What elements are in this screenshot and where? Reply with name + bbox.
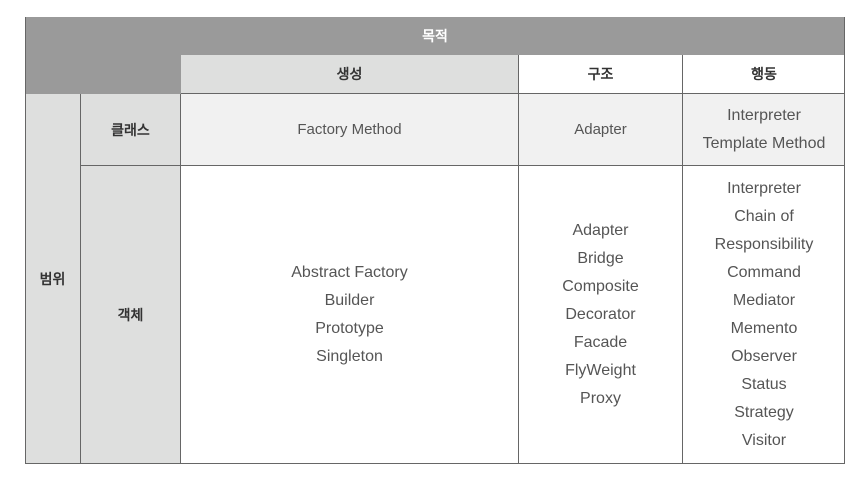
pattern-name: Prototype <box>315 320 384 337</box>
pattern-name: Composite <box>562 278 639 295</box>
pattern-name: Visitor <box>741 432 787 449</box>
purpose-header: 목적 <box>25 17 845 55</box>
pattern-name: Facade <box>573 334 628 351</box>
pattern-name: Bridge <box>577 250 624 267</box>
pattern-name: Builder <box>324 292 375 309</box>
design-patterns-table: 목적 생성 구조 행동 범위 클래스 객체 Factory Method Ada… <box>25 17 845 464</box>
cell-class-creational: Factory Method <box>181 94 518 166</box>
corner-cell <box>25 55 181 94</box>
column-header-structural: 구조 <box>518 55 682 94</box>
pattern-name: Proxy <box>580 390 621 407</box>
pattern-name: Adapter <box>574 120 627 138</box>
scope-header: 범위 <box>25 94 81 464</box>
pattern-name: Factory Method <box>297 120 402 138</box>
cell-object-structural: Adapter Bridge Composite Decorator Facade Fly… <box>518 166 682 464</box>
cell-class-behavioral: Interpreter Template Method <box>682 94 845 166</box>
pattern-name: Interpreter <box>727 106 801 124</box>
pattern-name: Abstract Factory <box>291 264 408 281</box>
column-header-behavioral: 행동 <box>682 55 845 94</box>
pattern-name: Singleton <box>316 348 383 365</box>
row-header-object: 객체 <box>81 166 181 464</box>
pattern-name: Responsibility <box>714 236 814 253</box>
pattern-name: Command <box>727 264 801 281</box>
pattern-name: Observer <box>731 348 797 365</box>
pattern-name: Status <box>741 376 787 393</box>
pattern-name: Adapter <box>572 222 629 239</box>
pattern-name: FlyWeight <box>565 362 636 379</box>
cell-object-creational: Abstract Factory Builder Prototype Singleto… <box>181 166 518 464</box>
pattern-name: Memento <box>730 320 798 337</box>
column-header-creational: 생성 <box>181 55 518 94</box>
cell-object-behavioral: Interpreter Chain of Responsibility Command… <box>682 166 845 464</box>
cell-class-structural: Adapter <box>518 94 682 166</box>
row-header-class: 클래스 <box>81 94 181 166</box>
pattern-name: Template Method <box>702 134 826 152</box>
pattern-name: Decorator <box>565 306 636 323</box>
pattern-name: Chain of <box>734 208 794 225</box>
pattern-name: Interpreter <box>727 180 801 197</box>
pattern-name: Mediator <box>732 292 796 309</box>
pattern-name: Strategy <box>734 404 794 421</box>
